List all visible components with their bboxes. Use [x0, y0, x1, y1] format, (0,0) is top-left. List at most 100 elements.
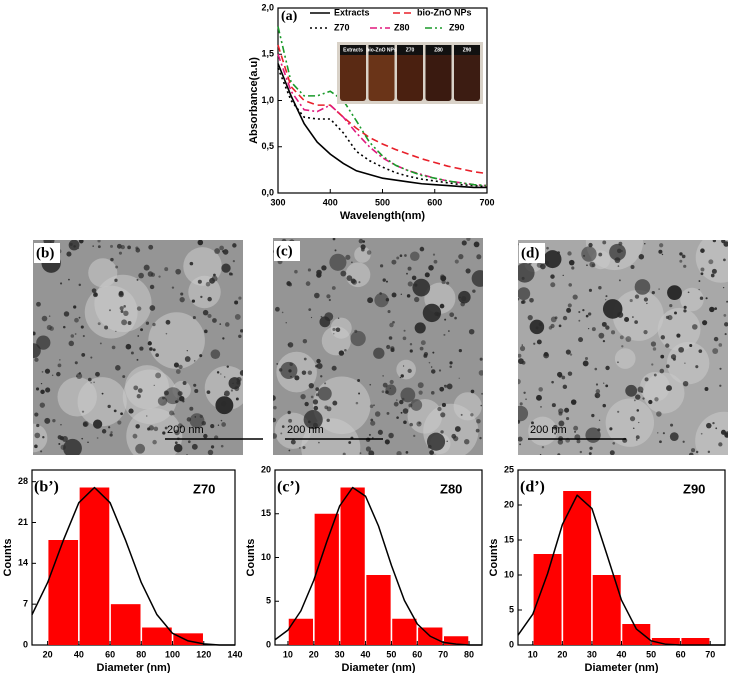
y-tick-label: 10: [261, 552, 271, 562]
particle: [724, 322, 728, 327]
particle: [662, 432, 665, 435]
light-region: [77, 377, 127, 427]
particle: [389, 387, 391, 389]
particle: [344, 348, 347, 352]
light-region: [274, 412, 312, 449]
x-tick-label: 80: [136, 649, 146, 659]
particle: [399, 399, 404, 405]
particle: [382, 278, 386, 282]
particle: [34, 412, 39, 417]
particle: [636, 409, 640, 412]
particle: [81, 437, 84, 440]
particle: [211, 275, 218, 282]
particle: [672, 357, 676, 361]
particle: [180, 292, 184, 296]
x-tick-label: 60: [412, 649, 422, 659]
data-line: [277, 67, 488, 188]
particle: [97, 245, 101, 249]
particle: [695, 365, 699, 369]
particle: [40, 389, 45, 395]
particle: [287, 410, 291, 415]
particle: [704, 387, 709, 391]
particle: [579, 450, 583, 454]
particle: [653, 373, 657, 377]
particle: [440, 430, 444, 434]
particle: [177, 423, 183, 429]
particle: [471, 270, 483, 287]
panel-label: (c): [276, 243, 293, 259]
particle: [588, 242, 593, 248]
particle: [405, 451, 409, 454]
particle: [617, 410, 620, 413]
particle: [702, 320, 708, 326]
light-region: [680, 287, 704, 312]
particle: [419, 246, 425, 252]
particle: [582, 360, 589, 367]
particle: [101, 392, 104, 395]
particle: [654, 397, 659, 402]
particle: [470, 413, 474, 417]
particle: [635, 438, 638, 441]
particle: [609, 450, 615, 455]
light-region: [614, 348, 636, 369]
x-tick-label: 500: [375, 197, 390, 207]
particle: [585, 314, 589, 318]
particle: [585, 427, 601, 443]
particle: [360, 244, 366, 250]
particle: [138, 272, 144, 279]
particle: [439, 386, 445, 392]
particle: [470, 389, 475, 394]
particle: [173, 413, 175, 415]
label-box: [519, 243, 545, 263]
particle: [90, 382, 92, 384]
particle: [210, 445, 215, 449]
particle: [678, 346, 685, 353]
particle: [286, 281, 292, 286]
particle: [565, 349, 571, 355]
particle: [220, 444, 224, 448]
y-tick-label: 5: [266, 596, 271, 606]
particle: [710, 273, 715, 278]
particle: [625, 336, 632, 342]
particle: [314, 292, 320, 299]
x-tick-label: 40: [74, 649, 84, 659]
particle: [289, 362, 293, 366]
particle: [169, 410, 175, 416]
particle: [431, 369, 436, 374]
label-box: [34, 243, 60, 263]
particle: [97, 322, 101, 326]
particle: [562, 384, 568, 390]
particle: [324, 405, 329, 410]
particle: [228, 377, 241, 390]
particle: [618, 241, 623, 246]
particle: [529, 297, 534, 303]
particle: [153, 426, 159, 432]
particle: [420, 340, 426, 346]
particle: [521, 344, 523, 346]
particle: [110, 431, 113, 434]
particle: [396, 416, 399, 419]
particle: [63, 325, 66, 329]
histogram-bar: [110, 604, 141, 645]
particle: [578, 319, 581, 322]
particle: [400, 293, 403, 296]
particle: [232, 260, 235, 263]
particle: [723, 313, 727, 317]
particle: [191, 299, 196, 303]
particle: [273, 395, 276, 401]
particle: [146, 415, 148, 417]
particle: [682, 440, 685, 443]
particle: [332, 238, 336, 241]
particle: [430, 391, 435, 395]
particle: [443, 333, 446, 336]
particle: [41, 371, 44, 373]
particle: [80, 325, 84, 329]
particle: [199, 354, 203, 358]
particle: [709, 306, 715, 313]
x-tick-label: 400: [323, 197, 338, 207]
particle: [303, 410, 323, 430]
particle: [432, 253, 436, 256]
particle: [369, 404, 374, 409]
particle: [120, 412, 123, 416]
panel-label: (d’): [520, 479, 545, 496]
